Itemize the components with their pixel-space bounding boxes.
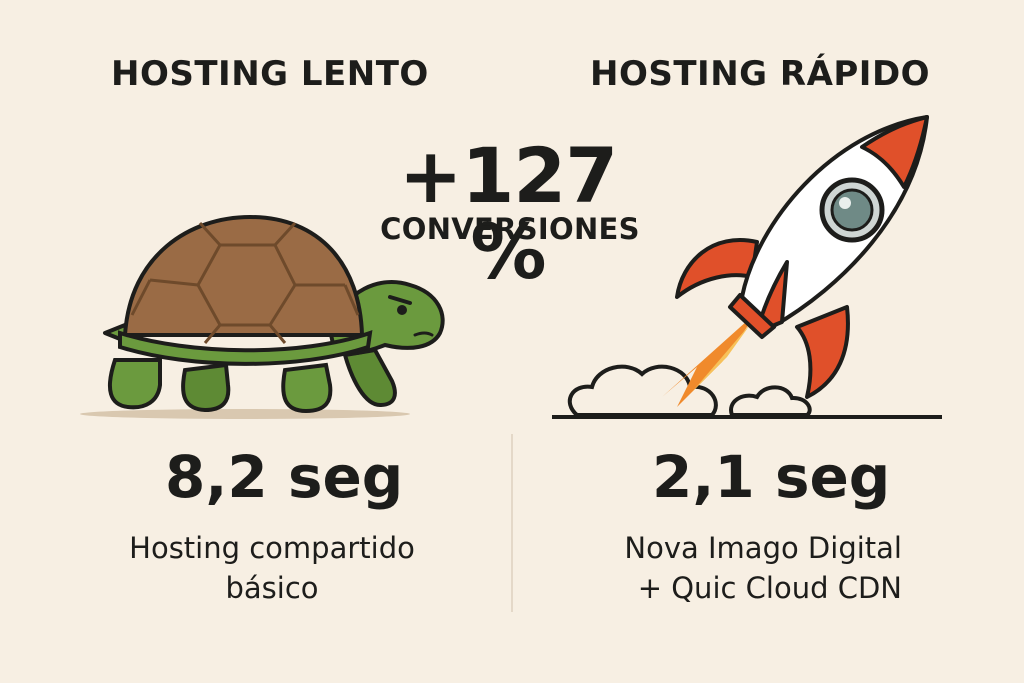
- slow-load-time: 8,2 seg: [165, 443, 404, 511]
- slow-hosting-description-line2: básico: [225, 571, 319, 605]
- fast-hosting-heading: HOSTING RÁPIDO: [590, 54, 931, 94]
- conversion-label: CONVERSIONES: [380, 212, 640, 246]
- turtle-icon: [80, 214, 445, 419]
- fast-hosting-description-line2: + Quic Cloud CDN: [637, 571, 902, 605]
- slow-hosting-description-line1: Hosting compartido: [129, 531, 415, 565]
- rocket-icon: [552, 115, 942, 419]
- column-divider: [511, 434, 513, 612]
- slow-hosting-heading: HOSTING LENTO: [111, 54, 429, 94]
- slow-hosting-description: Hosting compartido básico: [107, 528, 437, 608]
- fast-hosting-description-line1: Nova Imago Digital: [624, 531, 902, 565]
- fast-hosting-description: Nova Imago Digital + Quic Cloud CDN: [590, 528, 902, 608]
- conversion-increase-value: +127 %: [398, 131, 618, 296]
- fast-load-time: 2,1 seg: [652, 443, 891, 511]
